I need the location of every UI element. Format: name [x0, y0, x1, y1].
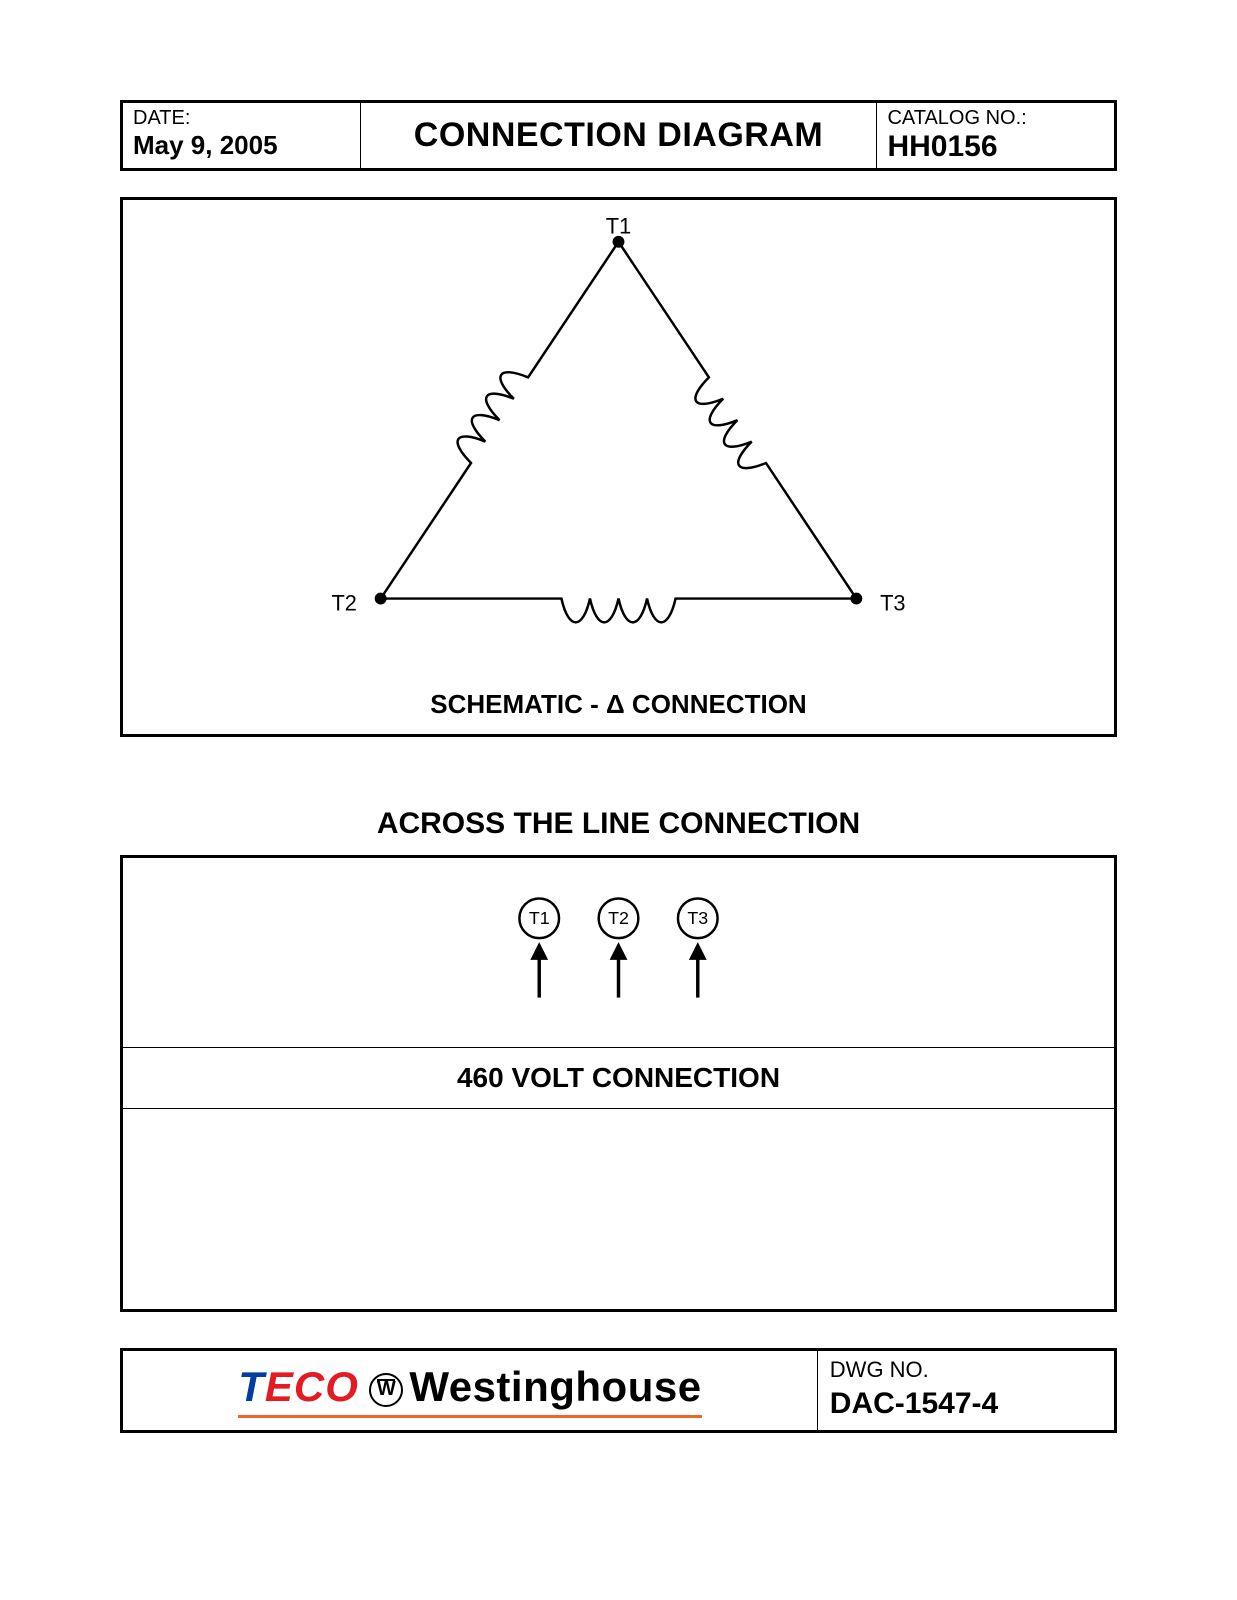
terminal-node-t3	[850, 593, 862, 605]
dwg-label: DWG NO.	[830, 1357, 1102, 1383]
logo-cell: TECO WWestinghouse	[122, 1350, 818, 1432]
terminal-label-t2: T2	[331, 590, 356, 615]
terminal-label-t1: T1	[606, 214, 631, 239]
terminal-row: T1 T2 T3	[123, 858, 1114, 1048]
logo-teco-rest: ECO	[265, 1363, 359, 1410]
schematic-box: T1 T2 T3 SCHEMATIC - Δ CONNECTION	[120, 197, 1117, 737]
delta-edge	[619, 242, 857, 599]
svg-text:T1: T1	[529, 908, 550, 928]
across-title: ACROSS THE LINE CONNECTION	[120, 807, 1117, 841]
dwg-value: DAC-1547-4	[830, 1387, 1102, 1421]
dwg-cell: DWG NO. DAC-1547-4	[817, 1350, 1115, 1432]
svg-text:T3: T3	[687, 908, 708, 928]
catalog-label: CATALOG NO.:	[887, 107, 1104, 130]
terminal-label-t3: T3	[880, 590, 905, 615]
westinghouse-circle-icon: W	[369, 1373, 403, 1407]
footer-table: TECO WWestinghouse DWG NO. DAC-1547-4	[120, 1348, 1117, 1433]
title-cell: CONNECTION DIAGRAM	[360, 102, 877, 170]
date-value: May 9, 2005	[133, 130, 350, 161]
date-cell: DATE: May 9, 2005	[122, 102, 361, 170]
terminal-node-t2	[375, 593, 387, 605]
blank-row	[123, 1109, 1114, 1309]
volt-label: 460 VOLT CONNECTION	[123, 1048, 1114, 1109]
date-label: DATE:	[133, 107, 350, 130]
catalog-value: HH0156	[887, 130, 1104, 164]
terminals-diagram: T1 T2 T3	[123, 858, 1114, 1048]
page: DATE: May 9, 2005 CONNECTION DIAGRAM CAT…	[0, 0, 1237, 1600]
logo: TECO WWestinghouse	[238, 1363, 701, 1418]
terminal-t1: T1	[519, 898, 559, 997]
svg-text:T2: T2	[608, 908, 629, 928]
schematic-caption: SCHEMATIC - Δ CONNECTION	[123, 689, 1114, 720]
logo-westinghouse: Westinghouse	[409, 1363, 701, 1410]
delta-edge	[381, 599, 857, 623]
terminal-t3: T3	[678, 898, 718, 997]
header-table: DATE: May 9, 2005 CONNECTION DIAGRAM CAT…	[120, 100, 1117, 171]
delta-edge	[381, 242, 619, 599]
terminal-t2: T2	[599, 898, 639, 997]
delta-schematic: T1 T2 T3	[123, 200, 1114, 680]
lower-box: T1 T2 T3 460 VOLT CONNECTION	[120, 855, 1117, 1312]
page-title: CONNECTION DIAGRAM	[414, 116, 823, 154]
catalog-cell: CATALOG NO.: HH0156	[877, 102, 1116, 170]
logo-teco-t: T	[238, 1363, 265, 1410]
